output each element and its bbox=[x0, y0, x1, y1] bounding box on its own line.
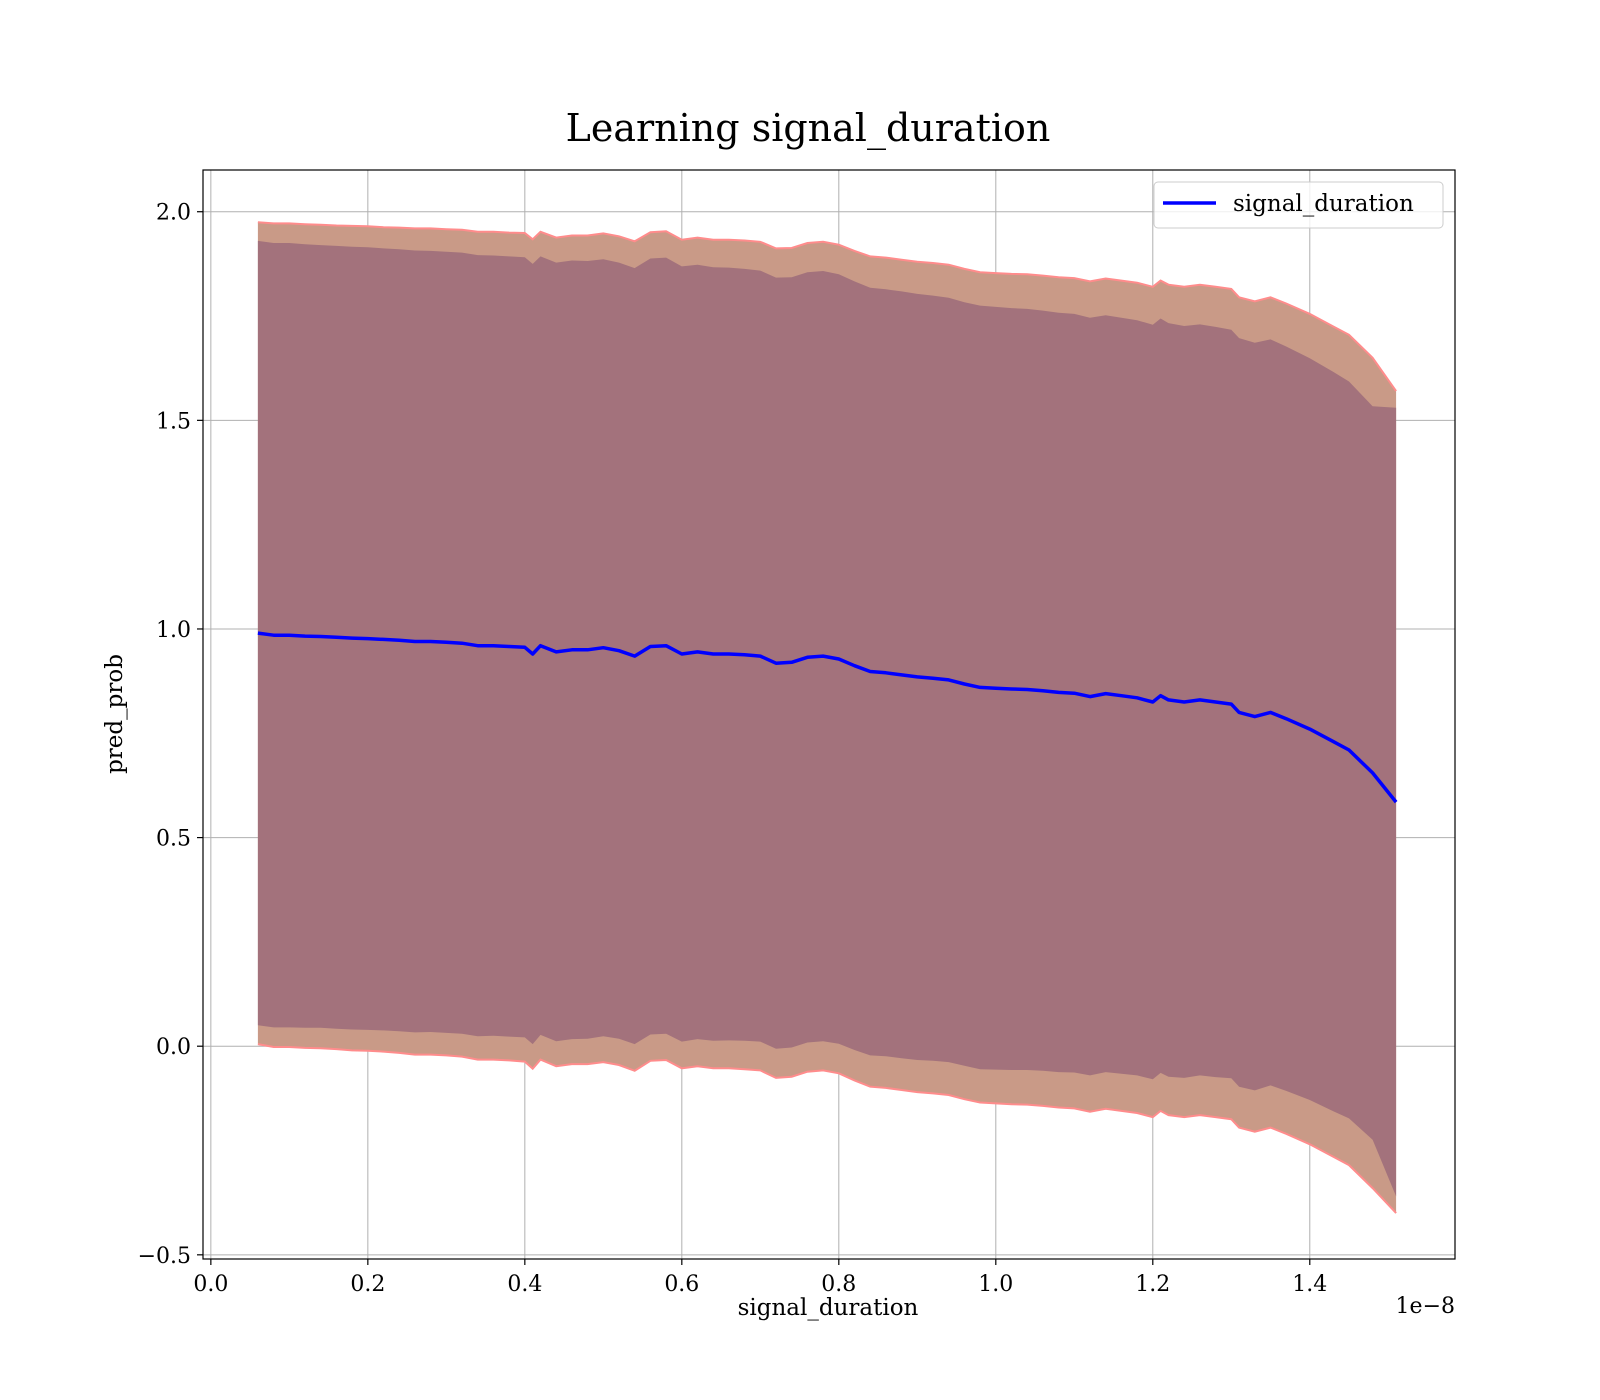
y-tick-label: 1.0 bbox=[156, 618, 191, 643]
x-tick-label: 1.0 bbox=[978, 1272, 1013, 1297]
legend-label: signal_duration bbox=[1233, 191, 1414, 217]
outer-band-lower-edge bbox=[257, 1043, 1397, 1214]
x-axis-ticks: 0.0 0.2 0.4 0.6 0.8 1.0 1.2 1.4 bbox=[193, 1259, 1327, 1297]
y-axis-label: pred_prob bbox=[102, 654, 128, 774]
y-tick-label: 0.0 bbox=[156, 1035, 191, 1060]
y-tick-label: −0.5 bbox=[138, 1244, 191, 1269]
x-tick-label: 0.0 bbox=[193, 1272, 228, 1297]
x-tick-label: 0.8 bbox=[821, 1272, 856, 1297]
x-tick-label: 0.6 bbox=[664, 1272, 699, 1297]
plot-frame bbox=[202, 169, 1456, 1260]
confidence-bands bbox=[257, 221, 1397, 1214]
x-tick-label: 1.2 bbox=[1135, 1272, 1170, 1297]
outer-band-upper-edge bbox=[257, 221, 1397, 392]
x-tick-label: 0.4 bbox=[507, 1272, 542, 1297]
inner-confidence-band bbox=[257, 240, 1397, 1197]
series-lines bbox=[257, 631, 1398, 804]
x-tick-label: 1.4 bbox=[1292, 1272, 1327, 1297]
y-tick-label: 1.5 bbox=[156, 409, 191, 434]
legend-box bbox=[1153, 181, 1444, 229]
chart-title: Learning signal_duration bbox=[566, 106, 1051, 151]
x-axis-label: signal_duration bbox=[738, 1295, 919, 1321]
series-line-signal-duration bbox=[257, 631, 1398, 804]
x-tick-label: 0.2 bbox=[350, 1272, 385, 1297]
legend: signal_duration bbox=[1153, 181, 1444, 229]
y-axis-ticks: −0.5 0.0 0.5 1.0 1.5 2.0 bbox=[138, 201, 203, 1269]
y-tick-label: 2.0 bbox=[156, 201, 191, 226]
x-axis-offset-label: 1e−8 bbox=[1396, 1294, 1455, 1319]
y-tick-label: 0.5 bbox=[156, 827, 191, 852]
